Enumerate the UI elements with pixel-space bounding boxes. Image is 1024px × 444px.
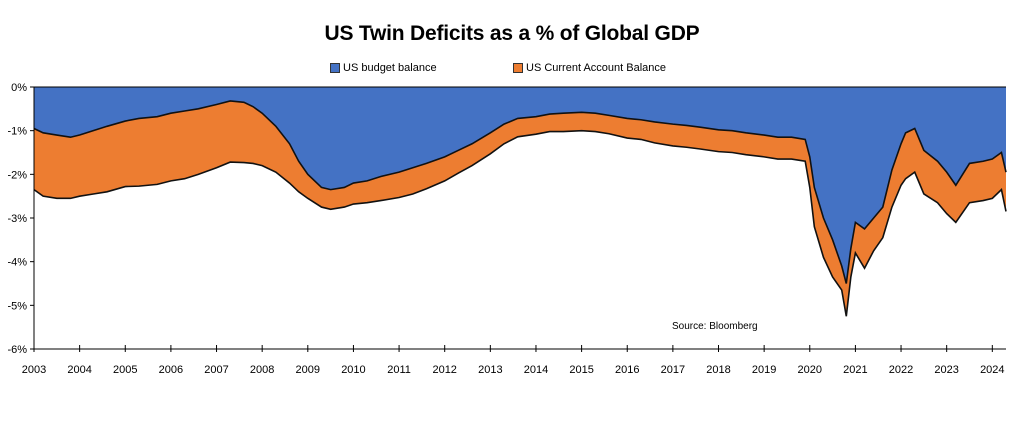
y-tick-label: -4% [7,257,27,269]
x-tick-label: 2013 [478,364,502,376]
x-tick-label: 2023 [934,364,958,376]
source-note: Source: Bloomberg [672,321,758,332]
x-tick-label: 2007 [204,364,228,376]
y-tick-label: -1% [7,126,27,138]
x-tick-label: 2003 [22,364,46,376]
legend-swatch-current-account [513,63,523,73]
legend-item-current-account: US Current Account Balance [513,62,666,74]
x-tick-label: 2008 [250,364,274,376]
x-tick-label: 2016 [615,364,639,376]
x-tick-label: 2017 [661,364,685,376]
x-tick-label: 2018 [706,364,730,376]
x-tick-label: 2024 [980,364,1004,376]
chart-title: US Twin Deficits as a % of Global GDP [324,22,700,45]
x-tick-label: 2009 [296,364,320,376]
y-tick-label: -2% [7,169,27,181]
legend-item-budget: US budget balance [330,62,437,74]
area-us-current-account-balance [34,100,1006,317]
y-tick-label: -3% [7,213,27,225]
x-tick-label: 2004 [67,364,91,376]
area-us-budget-balance [34,87,1006,284]
legend-label-budget: US budget balance [343,62,437,74]
x-tick-label: 2010 [341,364,365,376]
x-tick-label: 2006 [159,364,183,376]
line-us-budget-balance [33,100,1007,284]
x-tick-label: 2021 [843,364,867,376]
y-tick-label: -5% [7,300,27,312]
x-tick-label: 2014 [524,364,548,376]
y-tick-label: -6% [7,344,27,356]
x-tick-label: 2015 [569,364,593,376]
x-tick-label: 2012 [432,364,456,376]
x-tick-label: 2022 [889,364,913,376]
legend-label-current-account: US Current Account Balance [526,62,667,74]
y-tick-label: 0% [11,82,27,94]
x-tick-label: 2005 [113,364,137,376]
x-tick-label: 2019 [752,364,776,376]
x-tick-label: 2011 [387,364,411,376]
legend-swatch-budget [330,63,340,73]
x-tick-label: 2020 [798,364,822,376]
line-twin-deficit-total [33,129,1007,317]
